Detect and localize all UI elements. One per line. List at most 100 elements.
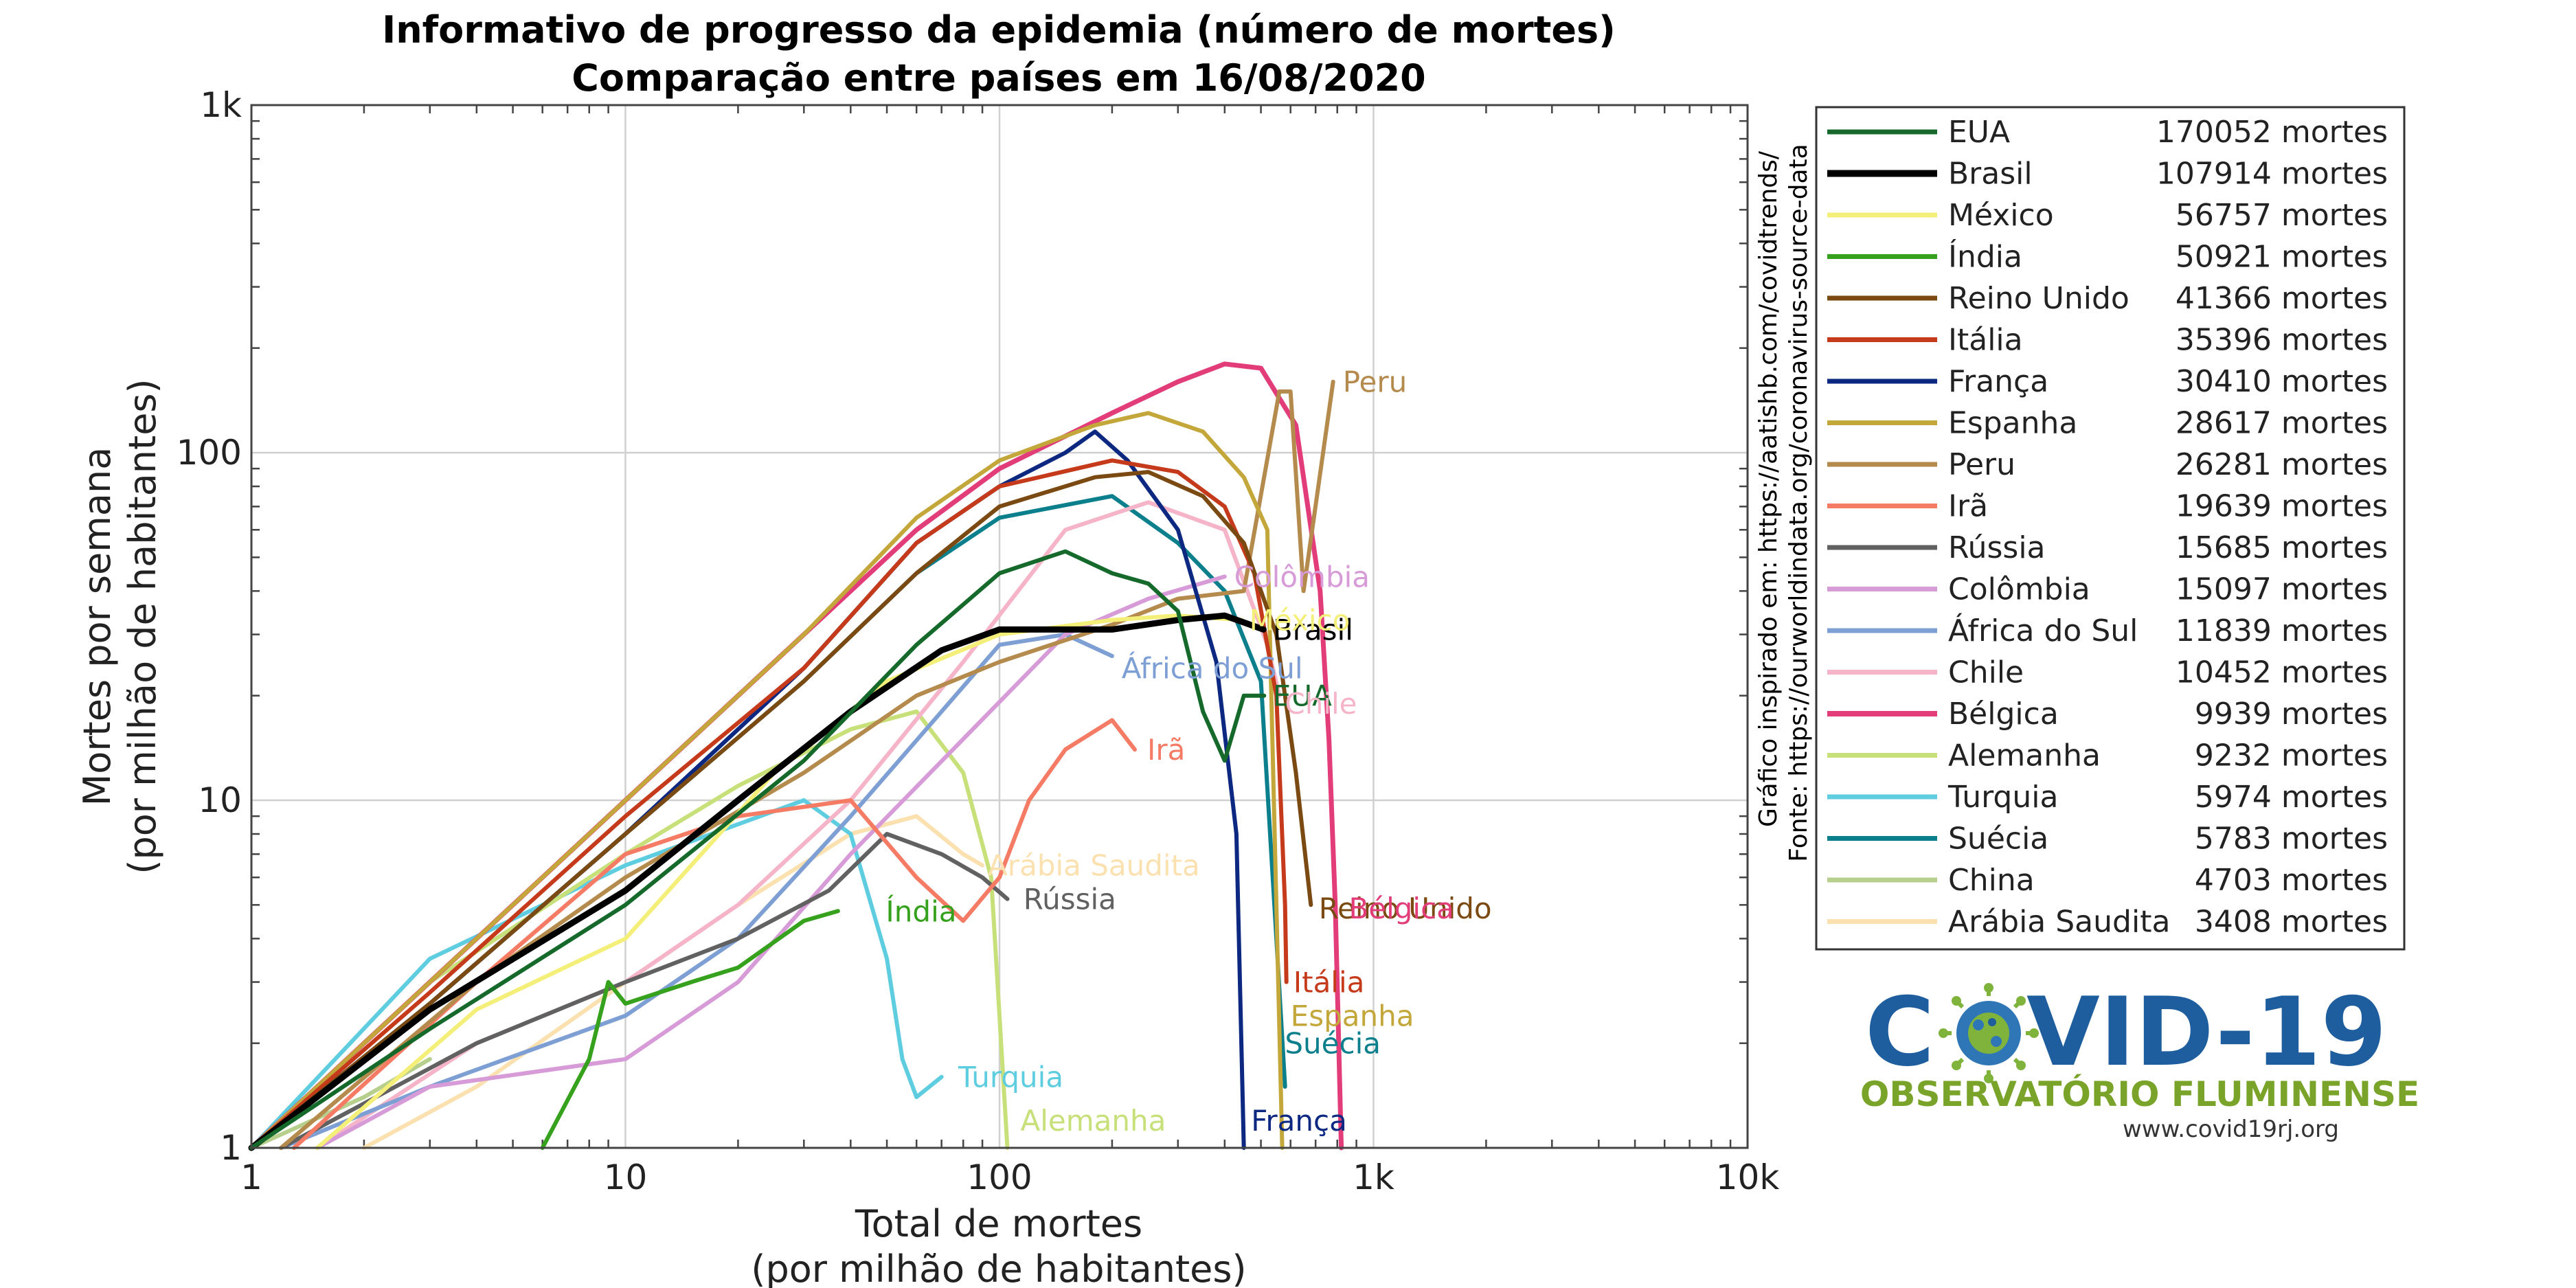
legend-name: Espanha bbox=[1948, 406, 2077, 441]
legend-name: Rússia bbox=[1948, 530, 2046, 565]
legend-name: Alemanha bbox=[1948, 738, 2101, 773]
legend-value: 19639 mortes bbox=[2176, 489, 2388, 524]
logo-text-c: C bbox=[1865, 977, 1934, 1087]
legend-name: Suécia bbox=[1948, 822, 2048, 857]
legend-value: 56757 mortes bbox=[2176, 198, 2388, 233]
legend-name: China bbox=[1948, 863, 2035, 898]
series-label: Índia bbox=[885, 894, 956, 928]
series-line-colômbia bbox=[315, 574, 1227, 1150]
covid19-logo: C VID-19 OB bbox=[1860, 977, 2419, 1143]
side-note-source: Fonte: https://ourworldindata.org/corona… bbox=[1785, 144, 1813, 861]
legend-name: Itália bbox=[1948, 323, 2023, 358]
legend-value: 15685 mortes bbox=[2176, 530, 2388, 565]
legend-value: 11839 mortes bbox=[2176, 613, 2388, 648]
legend-value: 28617 mortes bbox=[2176, 406, 2388, 441]
legend-value: 9939 mortes bbox=[2195, 697, 2388, 732]
virus-icon bbox=[1939, 983, 2039, 1083]
x-axis-label-line1: Total de mortes bbox=[855, 1202, 1142, 1245]
logo-url: www.covid19rj.org bbox=[2123, 1116, 2339, 1143]
legend: EUA 170052 mortes Brasil 107914 mortes Méxic… bbox=[1827, 115, 2388, 940]
legend-name: Bélgica bbox=[1948, 697, 2059, 732]
series-line-eua bbox=[249, 549, 1267, 1150]
x-tick-label: 100 bbox=[967, 1157, 1032, 1197]
y-tick-label: 1k bbox=[200, 85, 242, 125]
legend-value: 5974 mortes bbox=[2195, 780, 2388, 815]
series-line-índia bbox=[540, 909, 840, 1150]
x-tick-label: 1k bbox=[1353, 1157, 1394, 1197]
legend-value: 107914 mortes bbox=[2156, 157, 2388, 192]
legend-box bbox=[1815, 106, 2406, 951]
series-label: França bbox=[1251, 1104, 1347, 1138]
legend-name: Índia bbox=[1948, 238, 2022, 275]
legend-value: 5783 mortes bbox=[2195, 822, 2388, 857]
minor-ticks bbox=[251, 105, 1748, 1148]
series-line-arábia-saudita bbox=[361, 814, 985, 1150]
legend-name: Brasil bbox=[1948, 157, 2033, 192]
legend-name: Chile bbox=[1948, 655, 2024, 690]
legend-name: Irã bbox=[1948, 489, 1988, 524]
series-label: Arábia Saudita bbox=[988, 849, 1200, 883]
x-tick-label: 10 bbox=[604, 1157, 648, 1197]
legend-value: 9232 mortes bbox=[2195, 738, 2388, 773]
legend-value: 26281 mortes bbox=[2176, 447, 2388, 482]
series-line-peru bbox=[279, 379, 1335, 1150]
series-label: EUA bbox=[1273, 679, 1332, 713]
legend-name: Turquia bbox=[1947, 780, 2058, 815]
tick-labels: 1 10 100 1k 10k 1 10 100 1k bbox=[177, 85, 1780, 1197]
series-label: Espanha bbox=[1291, 999, 1414, 1033]
y-tick-label: 100 bbox=[177, 433, 242, 473]
series-line-reino-unido bbox=[249, 470, 1313, 1150]
legend-name: Reino Unido bbox=[1948, 281, 2129, 316]
series-line-espanha bbox=[249, 411, 1285, 1150]
series-layer bbox=[248, 361, 1344, 1151]
legend-value: 30410 mortes bbox=[2176, 364, 2388, 399]
legend-value: 35396 mortes bbox=[2176, 323, 2388, 358]
series-label: Reino Unido bbox=[1319, 892, 1492, 925]
y-tick-label: 1 bbox=[220, 1128, 242, 1168]
series-line-áfrica-do-sul bbox=[279, 632, 1114, 1150]
legend-name: EUA bbox=[1948, 115, 2010, 150]
legend-name: México bbox=[1948, 198, 2054, 233]
series-label: Itália bbox=[1293, 966, 1365, 999]
series-line-méxico bbox=[315, 613, 1244, 1150]
series-label: Alemanha bbox=[1021, 1104, 1166, 1138]
legend-value: 3408 mortes bbox=[2195, 905, 2388, 940]
legend-value: 10452 mortes bbox=[2176, 655, 2388, 690]
logo-text-vid19: VID-19 bbox=[2026, 977, 2387, 1087]
chart-title-line2: Comparação entre países em 16/08/2020 bbox=[572, 56, 1425, 100]
legend-name: França bbox=[1948, 364, 2048, 399]
x-axis-label-line2: (por milhão de habitantes) bbox=[751, 1247, 1246, 1288]
series-label: Turquia bbox=[958, 1061, 1063, 1094]
legend-value: 4703 mortes bbox=[2195, 863, 2388, 898]
x-tick-label: 10k bbox=[1716, 1157, 1780, 1197]
series-label: Brasil bbox=[1273, 613, 1353, 646]
series-label: Suécia bbox=[1285, 1027, 1381, 1061]
plot-frame bbox=[250, 104, 1749, 1149]
side-note-inspiration: Gráfico inspirado em: https://aatishb.co… bbox=[1754, 150, 1783, 827]
x-tick-label: 1 bbox=[240, 1157, 262, 1197]
series-line-turquia bbox=[249, 798, 944, 1150]
legend-name: Arábia Saudita bbox=[1948, 905, 2170, 940]
series-label: Chile bbox=[1285, 687, 1357, 721]
legend-name: Peru bbox=[1948, 447, 2015, 482]
legend-value: 50921 mortes bbox=[2176, 240, 2388, 275]
legend-value: 41366 mortes bbox=[2176, 281, 2388, 316]
legend-name: Colômbia bbox=[1948, 572, 2090, 607]
legend-value: 15097 mortes bbox=[2176, 572, 2388, 607]
series-label: Bélgica bbox=[1348, 892, 1454, 925]
series-line-brasil bbox=[248, 612, 1267, 1151]
series-line-itália bbox=[249, 458, 1289, 1150]
series-label: Colômbia bbox=[1234, 560, 1370, 594]
series-line-rússia bbox=[279, 832, 1010, 1150]
legend-value: 170052 mortes bbox=[2156, 115, 2388, 150]
series-label: México bbox=[1250, 604, 1351, 637]
series-label: Rússia bbox=[1024, 883, 1116, 916]
series-label: África do Sul bbox=[1122, 651, 1303, 686]
series-label: Irã bbox=[1147, 733, 1185, 767]
y-axis-label-line1: Mortes por semana bbox=[76, 447, 119, 806]
chart-title-line1: Informativo de progresso da epidemia (nú… bbox=[382, 8, 1616, 52]
series-label: Peru bbox=[1343, 365, 1408, 399]
y-axis-label-line2: (por milhão de habitantes) bbox=[121, 379, 164, 874]
